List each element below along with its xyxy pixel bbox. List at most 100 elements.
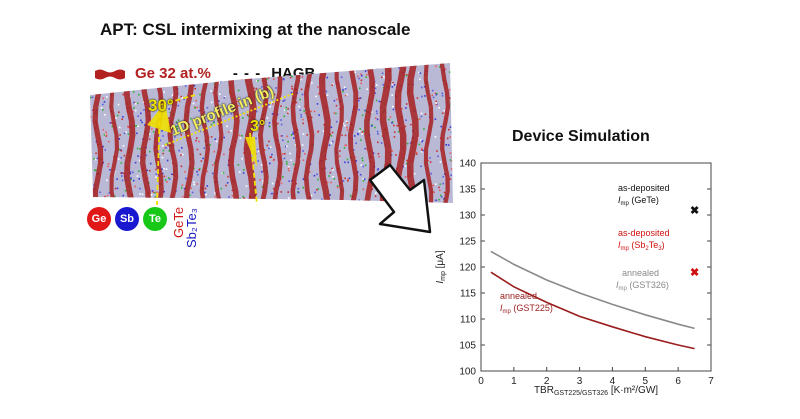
- apt-atom-dot: [245, 206, 247, 208]
- apt-atom-dot: [252, 161, 255, 164]
- apt-atom-dot: [178, 100, 181, 102]
- apt-atom-dot: [93, 89, 96, 91]
- apt-atom-dot: [122, 194, 125, 197]
- apt-atom-dot: [255, 87, 258, 90]
- apt-atom-dot: [342, 122, 345, 125]
- apt-atom-dot: [430, 172, 432, 175]
- apt-atom-dot: [441, 112, 444, 115]
- apt-atom-dot: [190, 74, 192, 76]
- apt-atom-dot: [328, 175, 330, 177]
- apt-atom-dot: [146, 169, 148, 172]
- apt-atom-dot: [396, 64, 399, 66]
- apt-atom-dot: [105, 135, 108, 137]
- apt-atom-dot: [174, 136, 176, 138]
- apt-atom-dot: [230, 130, 232, 132]
- apt-atom-dot: [381, 64, 384, 66]
- apt-atom-dot: [193, 183, 195, 186]
- apt-atom-dot: [182, 58, 184, 60]
- apt-atom-dot: [114, 187, 117, 190]
- apt-atom-dot: [153, 100, 156, 103]
- apt-atom-dot: [199, 79, 202, 81]
- apt-atom-dot: [144, 58, 146, 60]
- apt-atom-dot: [301, 144, 304, 146]
- apt-atom-dot: [268, 125, 271, 128]
- apt-atom-dot: [124, 58, 126, 60]
- apt-atom-dot: [187, 61, 189, 63]
- apt-atom-dot: [390, 65, 393, 68]
- apt-atom-dot: [287, 197, 290, 199]
- apt-atom-dot: [178, 204, 180, 206]
- apt-atom-dot: [142, 86, 144, 88]
- apt-atom-dot: [297, 213, 299, 215]
- apt-atom-dot: [312, 68, 315, 71]
- apt-atom-dot: [111, 90, 113, 93]
- apt-atom-dot: [91, 180, 93, 183]
- apt-atom-dot: [113, 56, 115, 58]
- apt-atom-dot: [203, 111, 206, 113]
- apt-atom-dot: [149, 55, 151, 57]
- apt-atom-dot: [251, 69, 254, 71]
- apt-atom-dot: [228, 59, 230, 61]
- apt-atom-dot: [130, 177, 132, 179]
- apt-atom-dot: [364, 147, 366, 150]
- apt-atom-dot: [289, 76, 292, 79]
- apt-atom-dot: [166, 142, 168, 145]
- ge-rich-band: [347, 63, 359, 203]
- apt-atom-dot: [257, 160, 259, 162]
- apt-atom-dot: [442, 175, 445, 178]
- apt-atom-dot: [239, 74, 242, 77]
- apt-atom-dot: [441, 94, 444, 97]
- apt-atom-dot: [420, 139, 422, 142]
- apt-atom-dot: [90, 96, 92, 99]
- apt-atom-dot: [364, 109, 366, 112]
- label-annealed-225-2: Imp (GST225): [500, 303, 553, 315]
- apt-atom-dot: [362, 188, 365, 191]
- apt-atom-dot: [424, 95, 426, 97]
- apt-atom-dot: [258, 75, 261, 77]
- apt-atom-dot: [161, 130, 163, 132]
- apt-atom-dot: [143, 109, 145, 111]
- apt-atom-dot: [350, 58, 352, 60]
- apt-atom-dot: [223, 96, 226, 99]
- apt-atom-dot: [221, 172, 224, 174]
- apt-atom-dot: [427, 159, 430, 162]
- apt-atom-dot: [366, 73, 368, 76]
- apt-atom-dot: [381, 72, 384, 75]
- x-tick-label: 0: [478, 376, 484, 387]
- apt-atom-dot: [358, 99, 360, 102]
- apt-atom-dot: [194, 87, 196, 90]
- apt-atom-dot: [357, 75, 359, 78]
- apt-atom-dot: [363, 178, 366, 180]
- apt-atom-dot: [429, 157, 431, 159]
- apt-atom-dot: [373, 64, 376, 67]
- apt-atom-dot: [110, 76, 112, 79]
- apt-atom-dot: [190, 55, 192, 57]
- apt-atom-dot: [450, 57, 452, 59]
- apt-atom-dot: [95, 56, 97, 58]
- apt-atom-dot: [204, 187, 207, 190]
- apt-atom-dot: [279, 211, 281, 213]
- apt-atom-dot: [340, 204, 342, 206]
- apt-atom-dot: [432, 184, 435, 187]
- apt-atom-dot: [171, 173, 173, 175]
- apt-atom-dot: [431, 94, 434, 97]
- apt-atom-dot: [124, 65, 126, 67]
- apt-atom-dot: [310, 110, 312, 113]
- apt-atom-dot: [193, 167, 195, 170]
- apt-atom-dot: [86, 122, 88, 124]
- apt-atom-dot: [139, 187, 141, 190]
- apt-atom-dot: [398, 67, 400, 69]
- apt-atom-dot: [184, 171, 186, 173]
- apt-atom-dot: [90, 78, 91, 81]
- apt-atom-dot: [152, 191, 155, 193]
- apt-atom-dot: [437, 55, 439, 57]
- apt-atom-dot: [223, 153, 225, 156]
- apt-atom-dot: [206, 170, 208, 173]
- apt-atom-dot: [239, 137, 242, 140]
- apt-atom-dot: [290, 134, 293, 136]
- apt-atom-dot: [95, 152, 97, 155]
- apt-atom-dot: [110, 66, 112, 68]
- apt-atom-dot: [261, 164, 263, 166]
- apt-atom-dot: [115, 60, 117, 62]
- apt-atom-dot: [420, 165, 422, 168]
